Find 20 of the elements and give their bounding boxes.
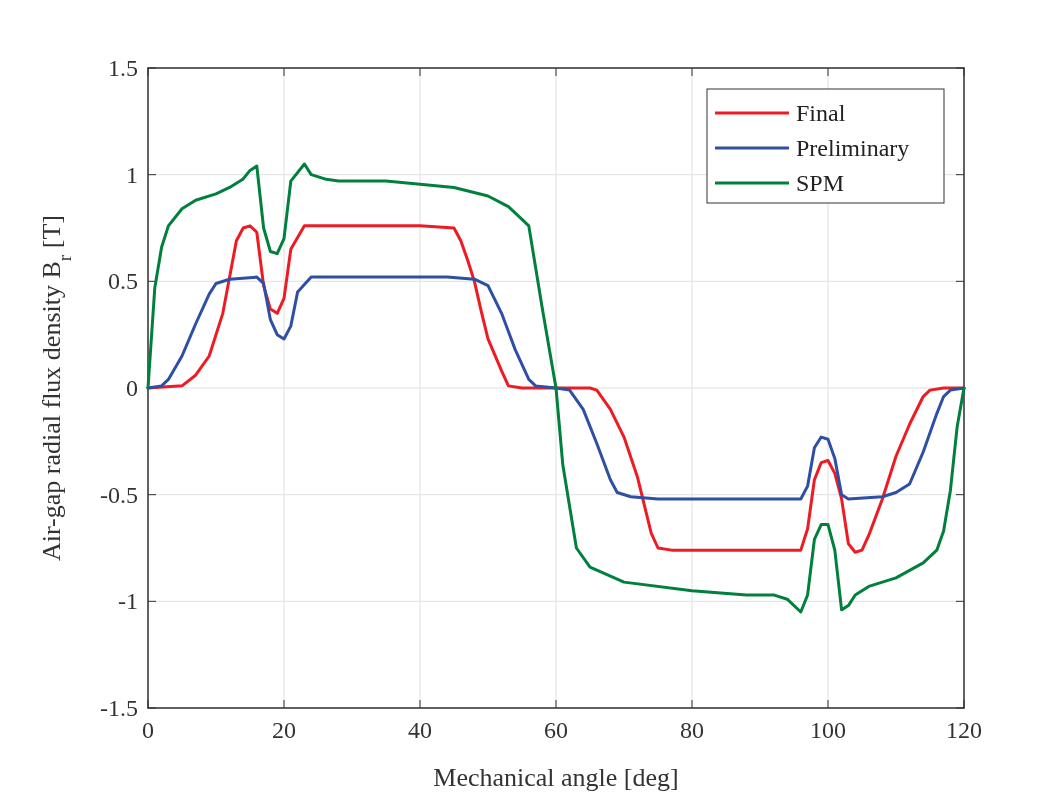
x-tick-label: 100 — [810, 717, 846, 743]
y-tick-label: -1.5 — [100, 695, 138, 721]
y-tick-label: 0.5 — [108, 268, 138, 295]
y-tick-label: 1.5 — [108, 55, 138, 81]
x-tick-label: 60 — [544, 717, 568, 743]
legend-label: Final — [796, 100, 846, 126]
y-tick-label: -1 — [118, 588, 138, 615]
y-tick-label: 1 — [126, 161, 138, 188]
x-tick-label: 40 — [408, 717, 432, 743]
x-axis-title: Mechanical angle [deg] — [433, 763, 679, 792]
legend-label: Preliminary — [796, 135, 910, 161]
y-tick-label: 0 — [126, 375, 138, 401]
x-tick-label: 20 — [272, 717, 296, 743]
line-series — [146, 275, 966, 501]
y-tick-label: -0.5 — [100, 481, 138, 508]
x-tick-label: 80 — [680, 717, 704, 743]
x-tick-label: 120 — [946, 717, 982, 743]
legend-label: SPM — [796, 170, 845, 196]
x-tick-label: 0 — [142, 717, 154, 743]
line-series — [146, 162, 966, 614]
